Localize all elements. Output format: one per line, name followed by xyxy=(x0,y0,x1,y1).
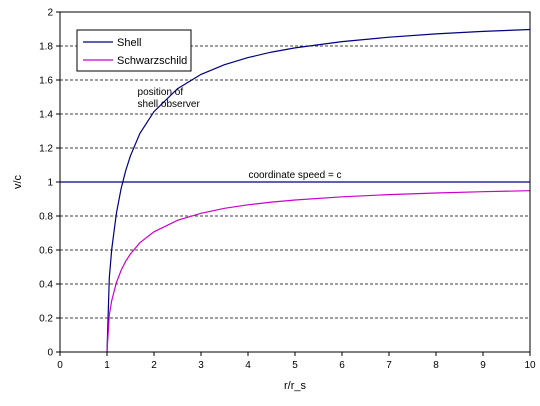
x-tick-label-0: 0 xyxy=(57,360,63,371)
y-tick-label-8: 1.6 xyxy=(39,76,53,87)
series-line-shell xyxy=(106,28,531,353)
annotation-line-1: position of xyxy=(138,87,184,98)
x-tick-label-10: 10 xyxy=(524,360,536,371)
series-group xyxy=(106,28,531,353)
legend-label-schwarzschild: Schwarzschild xyxy=(117,55,187,67)
y-tick-label-9: 1.8 xyxy=(39,42,53,53)
x-tick-label-2: 2 xyxy=(151,360,157,371)
y-tick-label-7: 1.4 xyxy=(39,110,53,121)
x-tick-label-5: 5 xyxy=(292,360,298,371)
y-tick-label-0: 0 xyxy=(47,348,53,359)
y-tick-label-10: 2 xyxy=(47,8,53,19)
series-line-schwarzschild xyxy=(106,190,531,353)
x-tick-label-3: 3 xyxy=(198,360,204,371)
legend-label-shell: Shell xyxy=(117,37,141,49)
x-tick-label-9: 9 xyxy=(480,360,486,371)
legend-box xyxy=(76,29,192,72)
x-tick-label-4: 4 xyxy=(245,360,251,371)
x-tick-label-8: 8 xyxy=(433,360,439,371)
x-tick-label-6: 6 xyxy=(339,360,345,371)
y-tick-label-4: 0.8 xyxy=(39,212,53,223)
y-tick-label-3: 0.6 xyxy=(39,246,53,257)
x-tick-label-7: 7 xyxy=(386,360,392,371)
reference-line-label: coordinate speed = c xyxy=(248,170,341,181)
x-axis-title: r/r_s xyxy=(284,380,307,392)
y-tick-label-5: 1 xyxy=(47,178,53,189)
y-tick-label-1: 0.2 xyxy=(39,314,53,325)
y-tick-label-2: 0.4 xyxy=(39,280,53,291)
annotation-line-2: shell observer xyxy=(138,99,201,110)
legend: Shell Schwarzschild xyxy=(76,29,192,72)
y-tick-label-6: 1.2 xyxy=(39,144,53,155)
y-axis: 0 0.2 0.4 0.6 0.8 1 1.2 1.4 1.6 1.8 2 xyxy=(39,8,60,359)
x-axis: 0 1 2 3 4 5 6 7 8 9 10 xyxy=(57,352,536,371)
y-axis-title: v/c xyxy=(12,174,24,189)
x-tick-label-1: 1 xyxy=(104,360,110,371)
